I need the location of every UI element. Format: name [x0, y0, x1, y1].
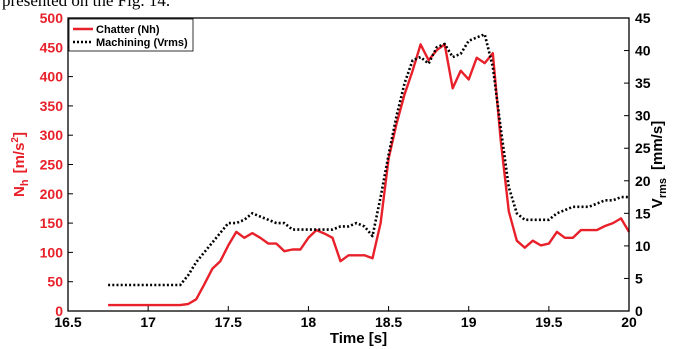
- y-left-tick-label: 500: [40, 10, 64, 26]
- x-axis-title: Time [s]: [330, 330, 387, 347]
- legend-label: Machining (Vrms): [96, 37, 188, 49]
- series-line-machining: [108, 32, 629, 287]
- x-tick-label: 19: [461, 314, 477, 330]
- y-left-tick-label: 300: [40, 127, 64, 143]
- x-tick-label: 17: [140, 314, 156, 330]
- y-left-tick-label: 0: [55, 303, 63, 319]
- y-left-tick-label: 450: [40, 39, 64, 55]
- y-right-tick-label: 25: [635, 140, 651, 156]
- y-right-tick-label: 20: [635, 173, 651, 189]
- y-left-tick-label: 200: [40, 186, 64, 202]
- y-right-tick-label: 35: [635, 75, 651, 91]
- plot-frame: [67, 17, 630, 312]
- y-right-tick-label: 5: [635, 270, 643, 286]
- y-right-tick-label: 0: [635, 303, 643, 319]
- x-tick-label: 17.5: [215, 314, 242, 330]
- y-left-tick-label: 350: [40, 98, 64, 114]
- y-right-tick-label: 40: [635, 43, 651, 59]
- y-right-tick-label: 15: [635, 205, 651, 221]
- y-right-axis-title: Vrms[mm/s]: [649, 121, 669, 208]
- legend-label: Chatter (Nh): [96, 24, 160, 36]
- y-right-tick-label: 30: [635, 108, 651, 124]
- caption-text: presented on the Fig. 14.: [2, 0, 171, 10]
- y-right-tick-label: 45: [635, 10, 651, 26]
- x-tick-label: 19.5: [535, 314, 562, 330]
- y-left-tick-label: 100: [40, 244, 64, 260]
- x-tick-label: 18.5: [375, 314, 402, 330]
- x-tick-label: 20: [621, 314, 637, 330]
- legend: Chatter (Nh)Machining (Vrms): [68, 18, 194, 52]
- x-tick-label: 18: [301, 314, 317, 330]
- y-left-tick-label: 150: [40, 215, 64, 231]
- y-left-axis-title: Nh[m/s2]: [10, 132, 31, 197]
- y-left-tick-label: 400: [40, 69, 64, 85]
- y-left-tick-label: 50: [47, 274, 63, 290]
- y-left-tick-label: 250: [40, 157, 64, 173]
- legend-box: [68, 18, 194, 52]
- y-right-tick-label: 10: [635, 238, 651, 254]
- series-line-chatter: [108, 43, 631, 307]
- x-tick-label: 16.5: [54, 314, 81, 330]
